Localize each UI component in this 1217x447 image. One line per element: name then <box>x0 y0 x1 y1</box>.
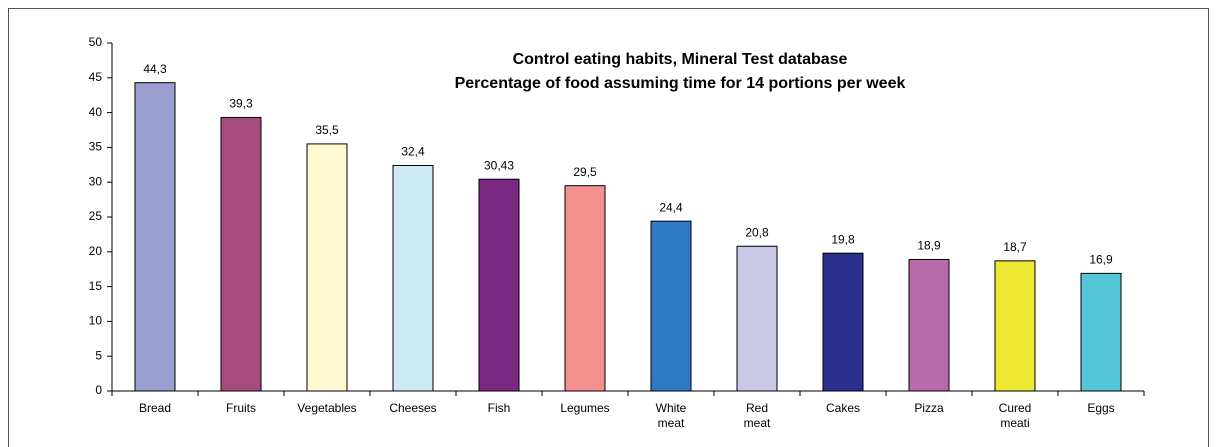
value-label: 39,3 <box>229 97 253 111</box>
y-tick-label: 0 <box>95 383 102 397</box>
y-tick-label: 30 <box>89 174 103 188</box>
x-tick-label: Vegetables <box>297 401 356 415</box>
x-tick-label: Cheeses <box>389 401 436 415</box>
y-tick-label: 50 <box>89 35 103 49</box>
frame <box>8 8 1209 447</box>
bar <box>220 116 262 392</box>
value-label: 24,4 <box>659 200 683 214</box>
value-label: 16,9 <box>1089 253 1113 267</box>
value-label: 20,8 <box>745 225 769 239</box>
value-label: 35,5 <box>315 123 339 137</box>
value-label: 18,9 <box>917 239 941 253</box>
x-tick-label: Cakes <box>826 401 860 415</box>
bar <box>994 260 1036 392</box>
bar <box>392 164 434 392</box>
bar <box>134 82 176 392</box>
bar <box>650 220 692 392</box>
bar <box>908 258 950 392</box>
x-tick-label: Fish <box>488 401 511 415</box>
x-tick-label: White meat <box>656 401 687 430</box>
bar <box>822 252 864 392</box>
x-tick-label: Pizza <box>914 401 944 415</box>
y-tick-label: 10 <box>89 314 103 328</box>
value-label: 32,4 <box>401 145 425 159</box>
x-tick-label: Eggs <box>1087 401 1114 415</box>
chart-title: Control eating habits, Mineral Test data… <box>513 51 848 68</box>
y-tick-label: 15 <box>89 279 103 293</box>
value-label: 30,43 <box>484 158 514 172</box>
y-tick-label: 20 <box>89 244 103 258</box>
x-tick-label: Red meat <box>744 401 771 430</box>
value-label: 44,3 <box>143 62 167 76</box>
y-tick-label: 25 <box>89 209 103 223</box>
bar <box>736 245 778 392</box>
y-tick-label: 5 <box>95 348 102 362</box>
y-tick-label: 35 <box>89 140 103 154</box>
x-tick-label: Fruits <box>226 401 256 415</box>
bar <box>306 143 348 392</box>
bar <box>564 185 606 392</box>
x-tick-label: Bread <box>139 401 171 415</box>
value-label: 19,8 <box>831 232 855 246</box>
x-tick-label: Legumes <box>560 401 609 415</box>
chart-subtitle: Percentage of food assuming time for 14 … <box>455 75 906 92</box>
y-tick-label: 45 <box>89 70 103 84</box>
value-label: 18,7 <box>1003 240 1027 254</box>
value-label: 29,5 <box>573 165 597 179</box>
y-tick-label: 40 <box>89 105 103 119</box>
x-tick-label: Cured meati <box>999 401 1032 430</box>
bar <box>1080 272 1122 392</box>
bar <box>478 178 520 392</box>
